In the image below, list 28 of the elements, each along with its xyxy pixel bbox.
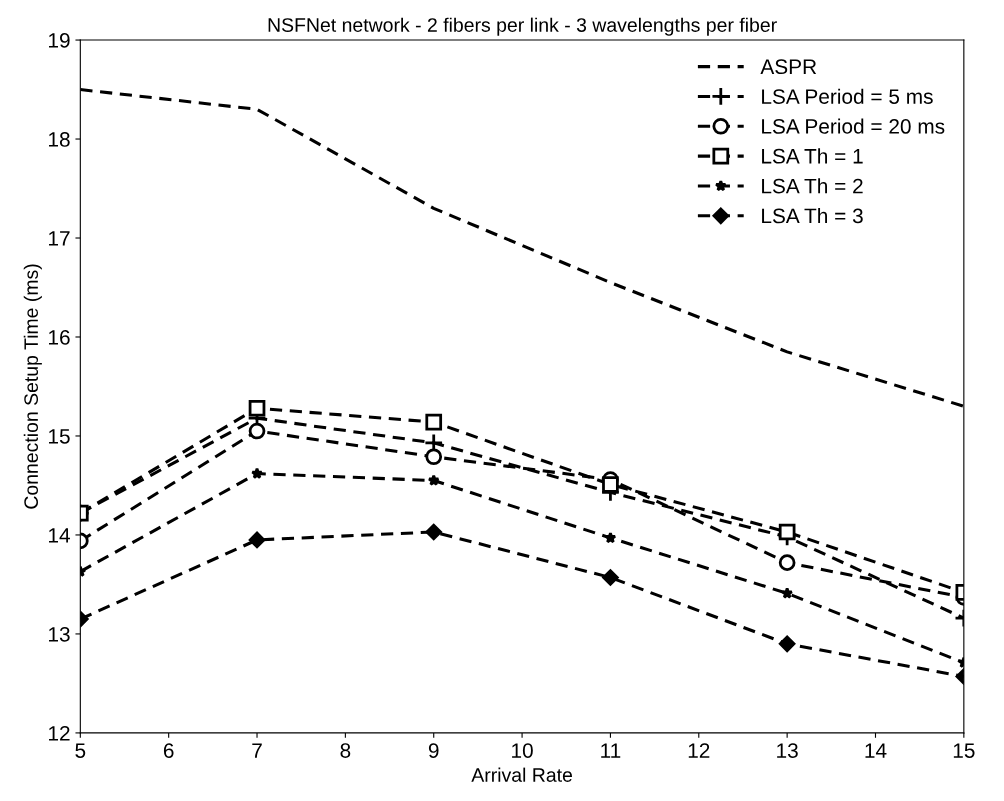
x-tick-label: 5	[75, 743, 86, 758]
legend-label: LSA Period = 20 ms	[762, 118, 945, 134]
legend-label: LSA Th = 2	[762, 178, 863, 194]
x-tick-label: 11	[601, 743, 621, 758]
x-tick-label: 12	[688, 743, 710, 758]
x-tick-label: 8	[340, 743, 351, 758]
x-tick-label: 13	[777, 743, 798, 758]
y-tick-label: 14	[49, 528, 70, 543]
x-tick-label: 6	[163, 743, 174, 758]
y-tick-label: 13	[49, 626, 70, 642]
legend-label: LSA Period = 5 ms	[762, 88, 933, 104]
y-tick-label: 18	[49, 132, 70, 147]
x-tick-label: 7	[252, 743, 262, 758]
y-tick-label: 16	[49, 329, 70, 345]
legend-label: LSA Th = 1	[762, 148, 863, 164]
x-tick-label: 15	[953, 743, 975, 758]
x-tick-label: 9	[428, 743, 439, 758]
x-axis-title: Arrival Rate	[471, 767, 572, 782]
legend-label: ASPR	[760, 59, 817, 75]
y-tick-label: 12	[49, 725, 70, 741]
legend-label: LSA Th = 3	[762, 207, 863, 224]
y-axis-title: Connection Setup Time (ms)	[23, 264, 42, 509]
chart-title: NSFNet network - 2 fibers per link - 3 wavelengths per fiber	[268, 17, 777, 36]
x-tick-label: 14	[865, 743, 887, 758]
y-tick-label: 19	[49, 33, 70, 48]
x-tick-label: 10	[512, 743, 533, 758]
y-tick-label: 15	[49, 429, 70, 444]
y-tick-label: 17	[49, 231, 70, 246]
